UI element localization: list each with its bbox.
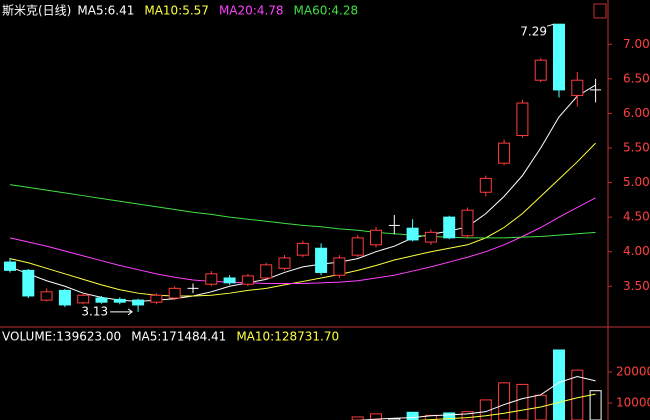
price-header: 斯米克(日线) MA5:6.41 MA10:5.57 MA20:4.78 MA60:4… [2,4,358,18]
volume-title: VOLUME:139623.00 [2,330,121,344]
y-tick-label: 7.00 [623,37,650,51]
annotation: 7.29 [520,25,547,39]
volume-bar [516,383,529,420]
y-tick-label: 6.00 [623,106,650,120]
candle-body [534,59,547,81]
candle-body [370,229,382,246]
candle-body [168,287,181,299]
candle-body [333,257,346,276]
ma-line [9,142,596,297]
candle-body [571,79,584,96]
y-tick-label: 6.50 [623,71,650,85]
legend-entry: MA5:171484.41 [131,330,226,344]
candle-body [315,247,328,273]
legend-entry: MA5:6.41 [77,4,134,18]
candle-body [241,275,254,285]
legend-entry: MA20:4.78 [219,4,284,18]
candle-body [406,227,419,241]
legend-entry: MA10:5.57 [144,4,209,18]
candle-body [205,273,218,285]
candle-body [278,257,291,269]
candle-body [40,291,53,301]
candle-body [553,23,565,91]
candle-body [424,231,437,243]
ma-line [9,84,596,302]
ma-line [9,184,596,239]
y-tick-label: 20000 [616,365,650,379]
volume-header: VOLUME:139623.00 MA5:171484.41 MA10:12873… [2,330,339,344]
volume-plot [351,349,602,420]
legend-entry: MA60:4.28 [294,4,359,18]
volume-bar [406,411,419,420]
y-tick-label: 5.50 [623,140,650,154]
candle-body [150,294,163,303]
window-box [593,3,607,19]
candle-body [479,177,492,193]
candle-body [4,261,16,271]
volume-ma-line [415,393,596,420]
candle-body [351,237,364,256]
candle-body [296,242,309,256]
annotation-arrow [546,23,555,27]
legend-entry: MA10:128731.70 [236,330,339,344]
candle-body [260,264,273,279]
candle-body [223,277,236,284]
candle-body [113,298,126,303]
ma-line [9,197,596,285]
candle-body [95,297,108,303]
y-tick-label: 4.00 [623,244,650,258]
candle-body [443,216,456,239]
chart-title: 斯米克(日线) [2,4,71,18]
annotation-arrowhead [127,308,133,316]
candle-body [516,102,529,137]
y-tick-label: 10000 [616,395,650,409]
y-tick-label: 4.50 [623,210,650,224]
volume-bar [443,412,456,420]
volume-ma-line [358,376,596,420]
annotation: 3.13 [81,304,108,318]
candle-body [132,299,145,306]
volume-bar [553,349,565,420]
candle-body [22,269,35,297]
volume-bar [571,369,584,420]
volume-bar [498,382,511,420]
candle-body [461,209,474,237]
candle-body [58,289,71,306]
candle-body [77,294,90,304]
candle-body [498,142,511,164]
y-tick-label: 3.50 [623,279,650,293]
y-tick-label: 5.00 [623,175,650,189]
